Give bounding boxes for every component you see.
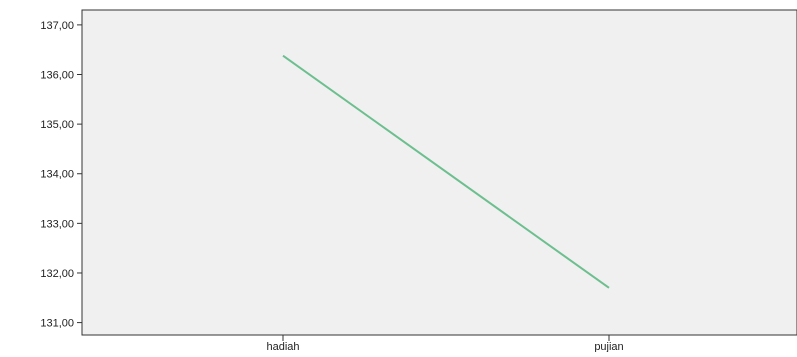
y-tick-label: 137,00: [40, 20, 74, 32]
x-tick-label: hadiah: [266, 341, 299, 352]
y-tick-label: 132,00: [40, 268, 74, 280]
y-axis-ticks: 131,00 132,00 133,00 134,00 135,00 136,00 137,…: [40, 20, 82, 330]
y-tick-label: 133,00: [40, 218, 74, 230]
plot-area: [81, 9, 797, 336]
series-line-segment: [282, 54, 610, 289]
y-tick-label: 131,00: [40, 318, 74, 330]
y-tick-label: 135,00: [40, 119, 74, 131]
x-tick-label: pujian: [594, 341, 623, 352]
x-axis-ticks: hadiah pujian: [266, 335, 624, 353]
series-group: [282, 54, 610, 289]
y-tick-label: 136,00: [40, 70, 74, 82]
y-tick-label: 134,00: [40, 169, 74, 181]
